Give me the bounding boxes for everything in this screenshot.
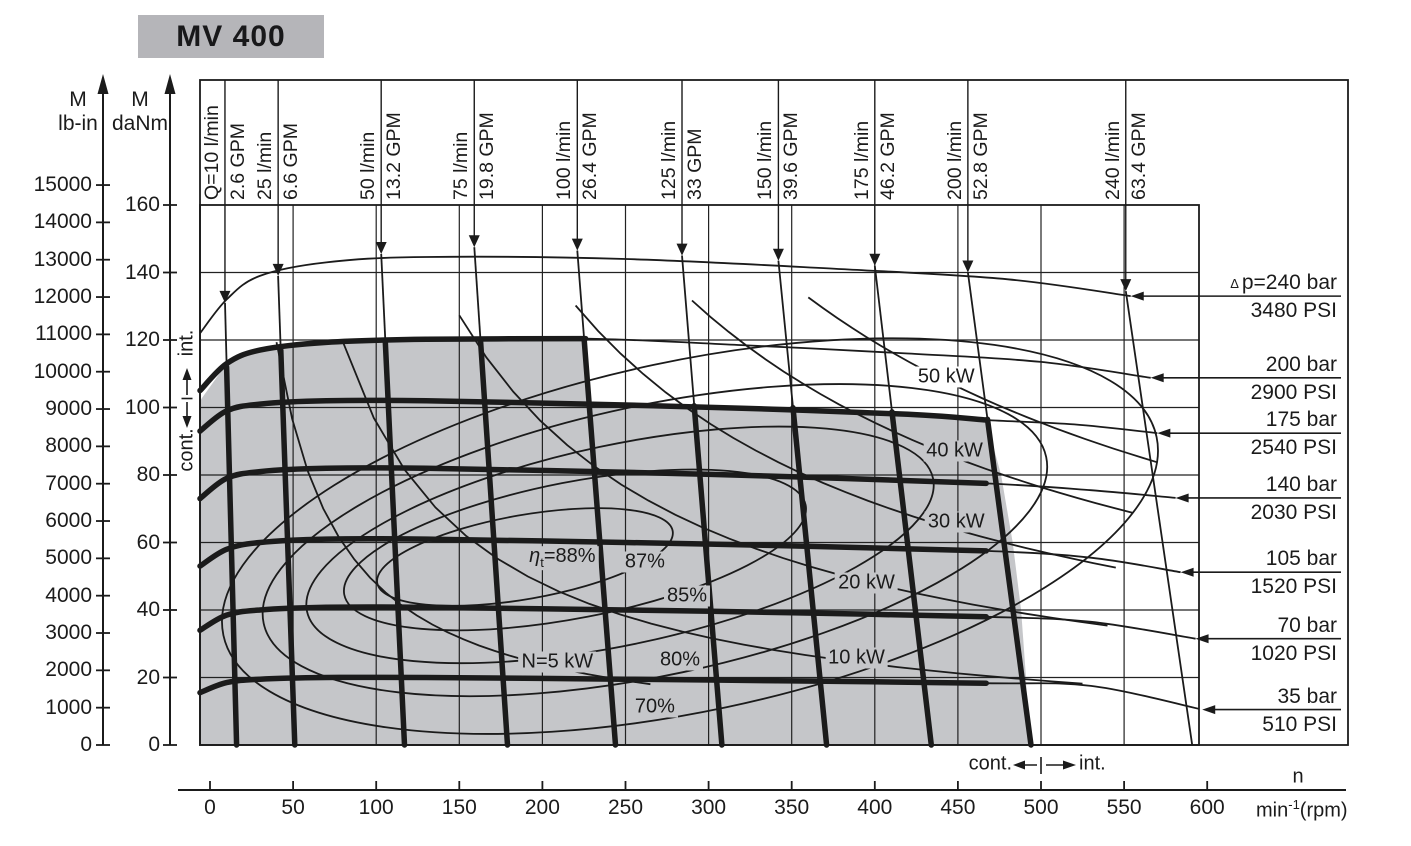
pressure-arrow-icon [1195,634,1209,644]
flow-arrow-icon [676,243,688,256]
power-curve [807,296,1158,464]
flow-line-continuous [790,405,830,748]
pressure-curve-continuous [197,465,989,502]
flow-arrow-icon [869,253,881,266]
flow-arrow-icon [375,241,387,254]
efficiency-contour [305,425,935,665]
power-curve [574,304,1116,569]
pressure-arrow-icon [1180,567,1194,577]
flow-line-continuous [477,337,511,748]
pressure-curve-continuous [197,674,989,696]
page-title: MV 400 [176,19,286,53]
flow-line [1124,290,1194,745]
lbin-axis-arrow-icon [97,74,109,94]
pressure-arrow-icon [1175,493,1189,503]
flow-line-continuous [382,338,408,748]
pressure-curve-continuous [197,397,989,434]
pressure-arrow-icon [1202,705,1216,715]
efficiency-contour [261,383,1049,698]
flow-line-continuous [691,403,725,748]
danm-axis-arrow-icon [164,74,176,94]
flow-arrow-icon [219,290,231,303]
pressure-curve-continuous [197,604,989,634]
flow-line-continuous [223,364,240,748]
flow-line-continuous [581,337,619,748]
cont-direction-arrow-icon [182,416,192,428]
flow-line-continuous [984,416,1034,748]
power-curve [458,314,1108,627]
cont-int-markers [181,380,1064,774]
flow-arrow-icon [772,248,784,261]
pressure-arrow-icon [1130,291,1144,301]
flow-line-continuous [889,409,935,748]
flow-line-continuous [278,347,298,748]
pressure-arrow-icon [1150,373,1164,383]
thick-continuous-curves [197,335,1034,748]
pressure-curve-continuous [197,535,989,569]
flow-arrow-icon [571,238,583,251]
grid [200,205,1199,745]
cont-direction-arrow-icon [1013,760,1025,770]
int-direction-arrow-icon [1063,760,1076,770]
plot-border [199,204,1200,746]
flow-arrow-icon [468,235,480,248]
int-direction-arrow-icon [182,368,192,380]
flow-arrow-icon [962,260,974,273]
efficiency-contour [376,507,674,607]
efficiency-contour [343,468,807,632]
power-curve [691,299,1133,514]
flow-arrow-icon [272,263,284,276]
pressure-curve [200,255,1131,334]
title-box: MV 400 [138,15,324,58]
efficiency-contour [221,337,1159,735]
pressure-arrow-icon [1157,428,1171,438]
flow-arrow-icon [1120,279,1132,292]
axes [96,92,1346,791]
